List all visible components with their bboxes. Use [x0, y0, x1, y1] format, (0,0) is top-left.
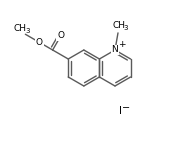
Text: CH: CH: [113, 21, 125, 30]
Text: 3: 3: [25, 28, 30, 34]
Text: O: O: [36, 38, 43, 47]
Text: +: +: [118, 40, 125, 49]
Text: N: N: [112, 46, 118, 54]
Text: I: I: [118, 106, 122, 116]
Text: CH: CH: [14, 24, 27, 33]
Text: O: O: [57, 32, 64, 40]
Text: −: −: [122, 103, 130, 113]
Text: 3: 3: [123, 25, 128, 31]
